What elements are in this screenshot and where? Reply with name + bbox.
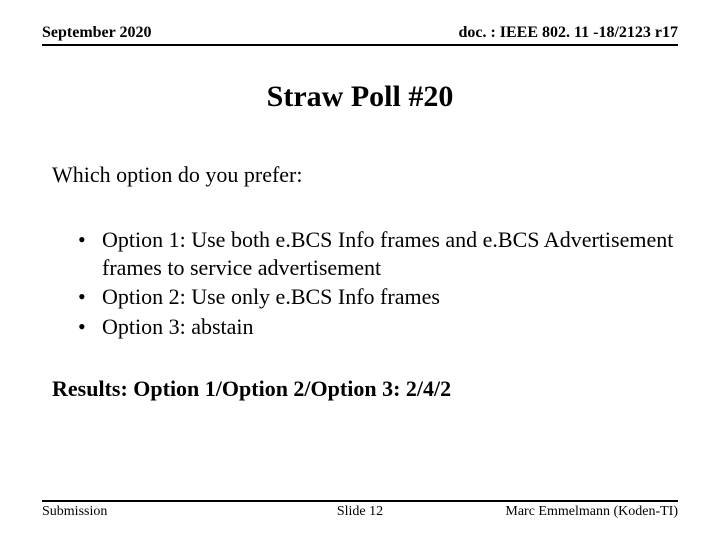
footer-left: Submission bbox=[42, 504, 107, 520]
list-item: Option 1: Use both e.BCS Info frames and… bbox=[78, 226, 678, 281]
slide-header: September 2020 doc. : IEEE 802. 11 -18/2… bbox=[42, 24, 678, 46]
slide-title: Straw Poll #20 bbox=[42, 80, 678, 114]
header-docref: doc. : IEEE 802. 11 -18/2123 r17 bbox=[458, 24, 678, 42]
footer-slide-number: Slide 12 bbox=[337, 504, 383, 520]
header-date: September 2020 bbox=[42, 24, 151, 42]
list-item: Option 3: abstain bbox=[78, 313, 678, 341]
list-item: Option 2: Use only e.BCS Info frames bbox=[78, 283, 678, 311]
poll-options: Option 1: Use both e.BCS Info frames and… bbox=[42, 226, 678, 340]
poll-results: Results: Option 1/Option 2/Option 3: 2/4… bbox=[42, 376, 678, 402]
slide: September 2020 doc. : IEEE 802. 11 -18/2… bbox=[0, 0, 720, 540]
poll-question: Which option do you prefer: bbox=[42, 162, 678, 188]
slide-footer: Submission Slide 12 Marc Emmelmann (Kode… bbox=[42, 500, 678, 520]
footer-author: Marc Emmelmann (Koden-TI) bbox=[505, 504, 678, 520]
